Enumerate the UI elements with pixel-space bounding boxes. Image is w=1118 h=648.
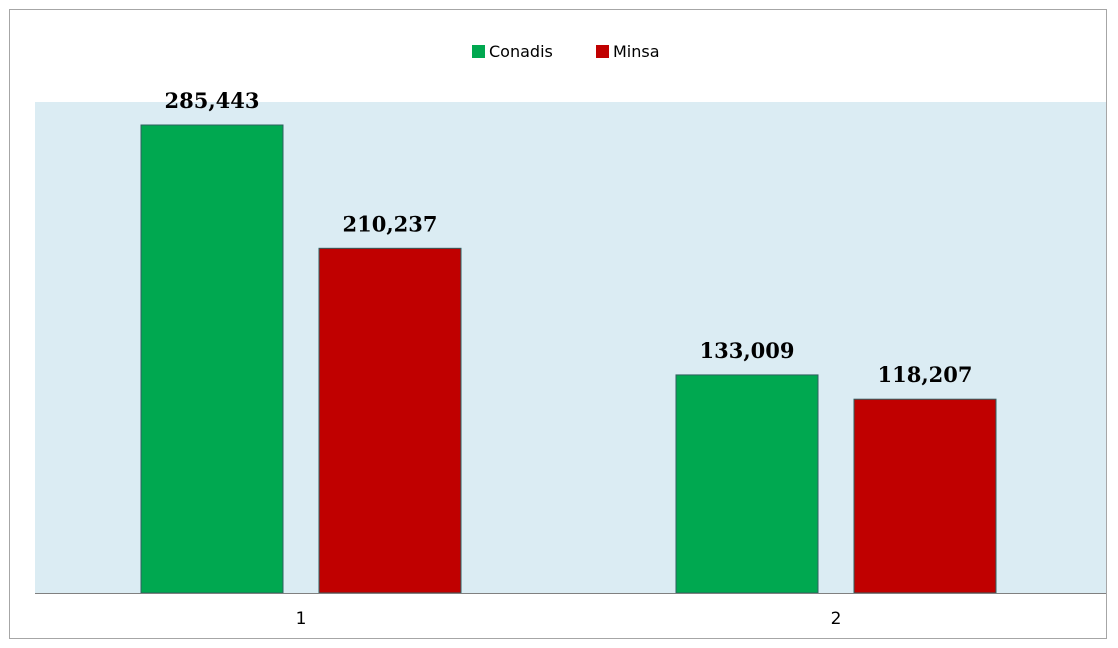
bar-minsa-1 [318, 247, 462, 594]
data-label-minsa-1: 210,237 [343, 211, 438, 236]
bar-conadis-2 [675, 374, 819, 594]
legend-label-minsa: Minsa [613, 42, 660, 61]
bar-minsa-2 [853, 398, 997, 594]
bars [140, 124, 997, 594]
data-label-minsa-2: 118,207 [878, 362, 973, 387]
bar-chart: Conadis Minsa 285,443 210,237 133,009 118,20… [35, 42, 1106, 629]
chart-frame: Conadis Minsa 285,443 210,237 133,009 118,20… [9, 9, 1107, 639]
legend-swatch-minsa [596, 45, 609, 58]
legend-swatch-conadis [472, 45, 485, 58]
x-tick-label-1: 1 [296, 609, 307, 629]
legend-label-conadis: Conadis [489, 42, 553, 61]
data-labels: 285,443 210,237 133,009 118,207 [165, 88, 973, 387]
x-tick-label-2: 2 [831, 609, 842, 629]
data-label-conadis-1: 285,443 [165, 88, 260, 113]
bar-conadis-1 [140, 124, 284, 594]
legend: Conadis Minsa [472, 42, 660, 61]
data-label-conadis-2: 133,009 [700, 338, 795, 363]
